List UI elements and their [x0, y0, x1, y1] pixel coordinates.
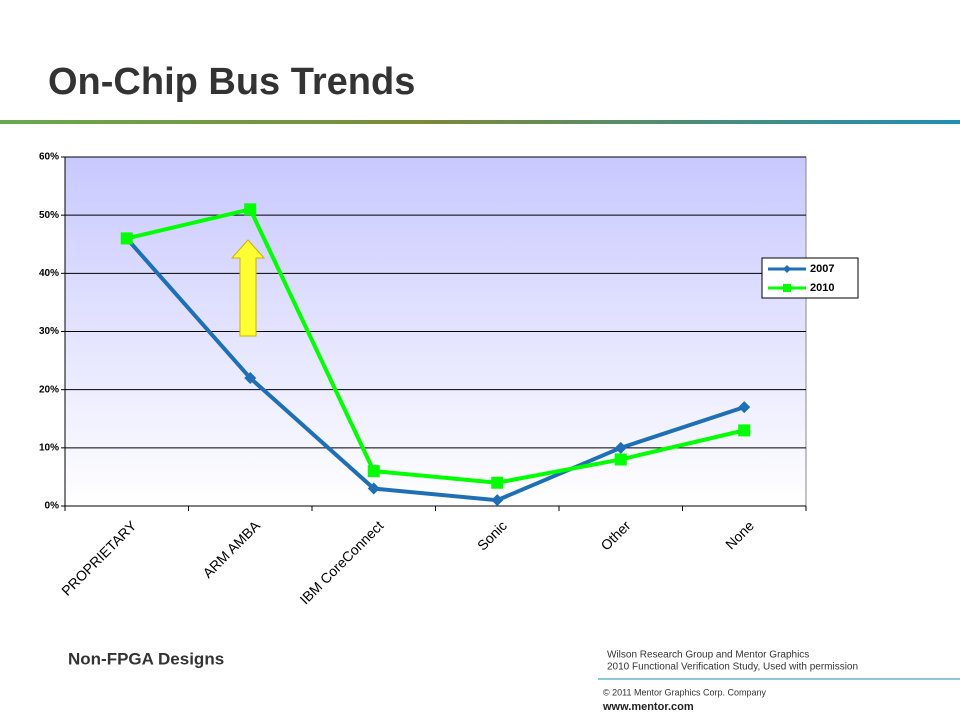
y-tick-label: 60% — [39, 152, 59, 163]
y-tick-label: 0% — [45, 501, 60, 512]
point — [614, 453, 627, 466]
title-rule — [0, 120, 960, 124]
legend-marker — [783, 284, 791, 292]
point — [244, 203, 257, 216]
series-line — [125, 237, 745, 503]
legend-marker — [783, 265, 791, 273]
up-arrow — [230, 239, 266, 337]
point — [120, 232, 133, 245]
slide-title: On-Chip Bus Trends — [48, 61, 415, 103]
caption: Non-FPGA Designs — [68, 649, 224, 668]
y-tick-label: 50% — [39, 210, 59, 221]
y-tick-label: 30% — [39, 326, 59, 337]
point — [367, 482, 380, 495]
point — [738, 424, 751, 437]
series-line — [126, 207, 745, 485]
source: 2010 Functional Verification Study, Used… — [607, 662, 858, 673]
point — [614, 441, 627, 454]
x-tick-label: Other — [597, 517, 633, 553]
source: Wilson Research Group and Mentor Graphic… — [607, 650, 809, 661]
copyright: © 2011 Mentor Graphics Corp. Company — [603, 687, 767, 697]
x-tick-label: Sonic — [474, 517, 510, 553]
point — [491, 494, 504, 507]
point — [738, 401, 751, 414]
website: www.mentor.com — [602, 701, 694, 713]
legend — [761, 257, 859, 299]
legend-label: 2010 — [810, 282, 834, 294]
point — [491, 476, 504, 489]
y-tick-label: 10% — [39, 442, 59, 453]
point — [367, 465, 380, 478]
x-tick-label: None — [722, 517, 757, 552]
x-tick-label: PROPRIETARY — [58, 517, 140, 599]
y-tick-label: 40% — [39, 268, 59, 279]
x-tick-label: IBM CoreConnect — [296, 517, 386, 607]
y-tick-label: 20% — [39, 384, 59, 395]
x-tick-label: ARM AMBA — [199, 517, 263, 581]
legend-label: 2007 — [810, 263, 834, 275]
point — [244, 372, 257, 385]
